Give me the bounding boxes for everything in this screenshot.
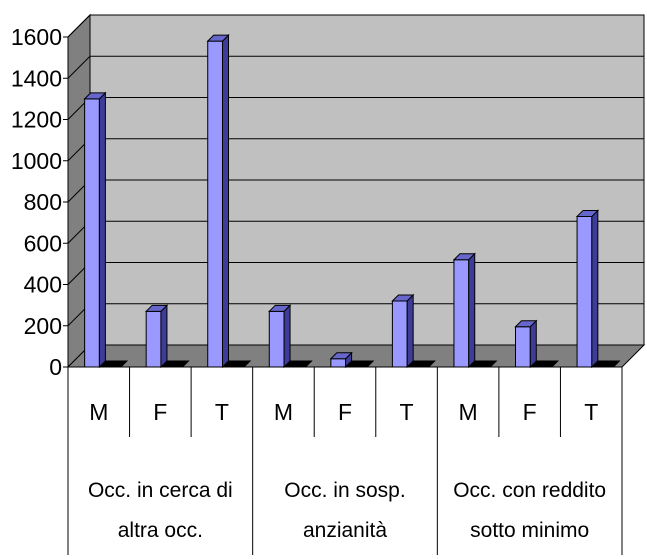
bar-series-1-front bbox=[391, 300, 408, 368]
x-group-label: Occ. in sosp. bbox=[284, 479, 405, 502]
bar-series-1-side bbox=[222, 33, 230, 369]
y-tick-label: 1600 bbox=[11, 24, 62, 50]
x-tick-label: F bbox=[338, 399, 352, 425]
x-tick-label: T bbox=[215, 399, 229, 425]
bar-series-1-side bbox=[160, 304, 168, 369]
bar-series-1-top bbox=[391, 294, 415, 302]
x-group-label: Occ. in cerca di bbox=[88, 479, 233, 502]
y-tick-label: 0 bbox=[49, 354, 62, 380]
x-tick-label: M bbox=[459, 399, 478, 425]
bar-series-1-front bbox=[576, 215, 593, 368]
y-tick-label: 1000 bbox=[11, 148, 62, 174]
bar-series-1-front bbox=[207, 40, 224, 368]
y-tick-label: 800 bbox=[24, 189, 62, 215]
x-tick-label: M bbox=[274, 399, 293, 425]
x-tick-label: F bbox=[523, 399, 537, 425]
y-tick-label: 1200 bbox=[11, 107, 62, 133]
y-axis-ticks: 0 200 400 600 800 1000 1200 1400 1600 bbox=[11, 24, 68, 380]
bar-series-1-top bbox=[206, 34, 230, 42]
bar-series-1-side bbox=[591, 209, 599, 369]
bar-series-1-top bbox=[144, 304, 169, 312]
bar-series-1-side bbox=[406, 293, 414, 369]
y-tick-label: 200 bbox=[24, 313, 62, 339]
bar-series-1-front bbox=[453, 259, 470, 368]
bar-series-1-side bbox=[98, 91, 106, 369]
x-tick-label: F bbox=[153, 399, 167, 425]
bar-series-1-front bbox=[515, 326, 531, 368]
gridline bbox=[67, 55, 644, 79]
bar-series-1-front bbox=[268, 310, 285, 368]
bar-series-1-front bbox=[330, 358, 347, 368]
bar-series-1-front bbox=[84, 98, 100, 368]
bar-series-1-front bbox=[145, 310, 162, 368]
bar-series-1-top bbox=[329, 352, 353, 360]
bar-series-1-top bbox=[452, 253, 476, 261]
x-group-label: altra occ. bbox=[118, 519, 203, 542]
bar-series-1-side bbox=[283, 304, 291, 369]
bar-series-1-side bbox=[529, 319, 537, 369]
x-tick-label: M bbox=[89, 399, 108, 425]
y-tick-label: 400 bbox=[24, 272, 62, 298]
x-group-label: anzianità bbox=[303, 519, 387, 542]
y-tick-label: 600 bbox=[24, 230, 62, 256]
bar-series-1-top bbox=[83, 92, 107, 100]
x-tick-label: T bbox=[400, 399, 414, 425]
bar-series-1-side bbox=[468, 252, 476, 369]
y-tick-label: 1400 bbox=[11, 65, 62, 91]
x-group-label: Occ. con reddito bbox=[453, 479, 606, 502]
bar-series-1-top bbox=[575, 209, 600, 217]
category-axis-table: M F T M F T M F T Occ. in cerca di altra occ. Occ. … bbox=[67, 367, 623, 555]
x-tick-label: T bbox=[584, 399, 598, 425]
bar-series-1-top bbox=[514, 320, 538, 328]
x-group-label: sotto minimo bbox=[470, 519, 589, 542]
gridline bbox=[67, 14, 644, 38]
bars bbox=[83, 33, 621, 369]
bar-series-1-top bbox=[268, 304, 292, 312]
